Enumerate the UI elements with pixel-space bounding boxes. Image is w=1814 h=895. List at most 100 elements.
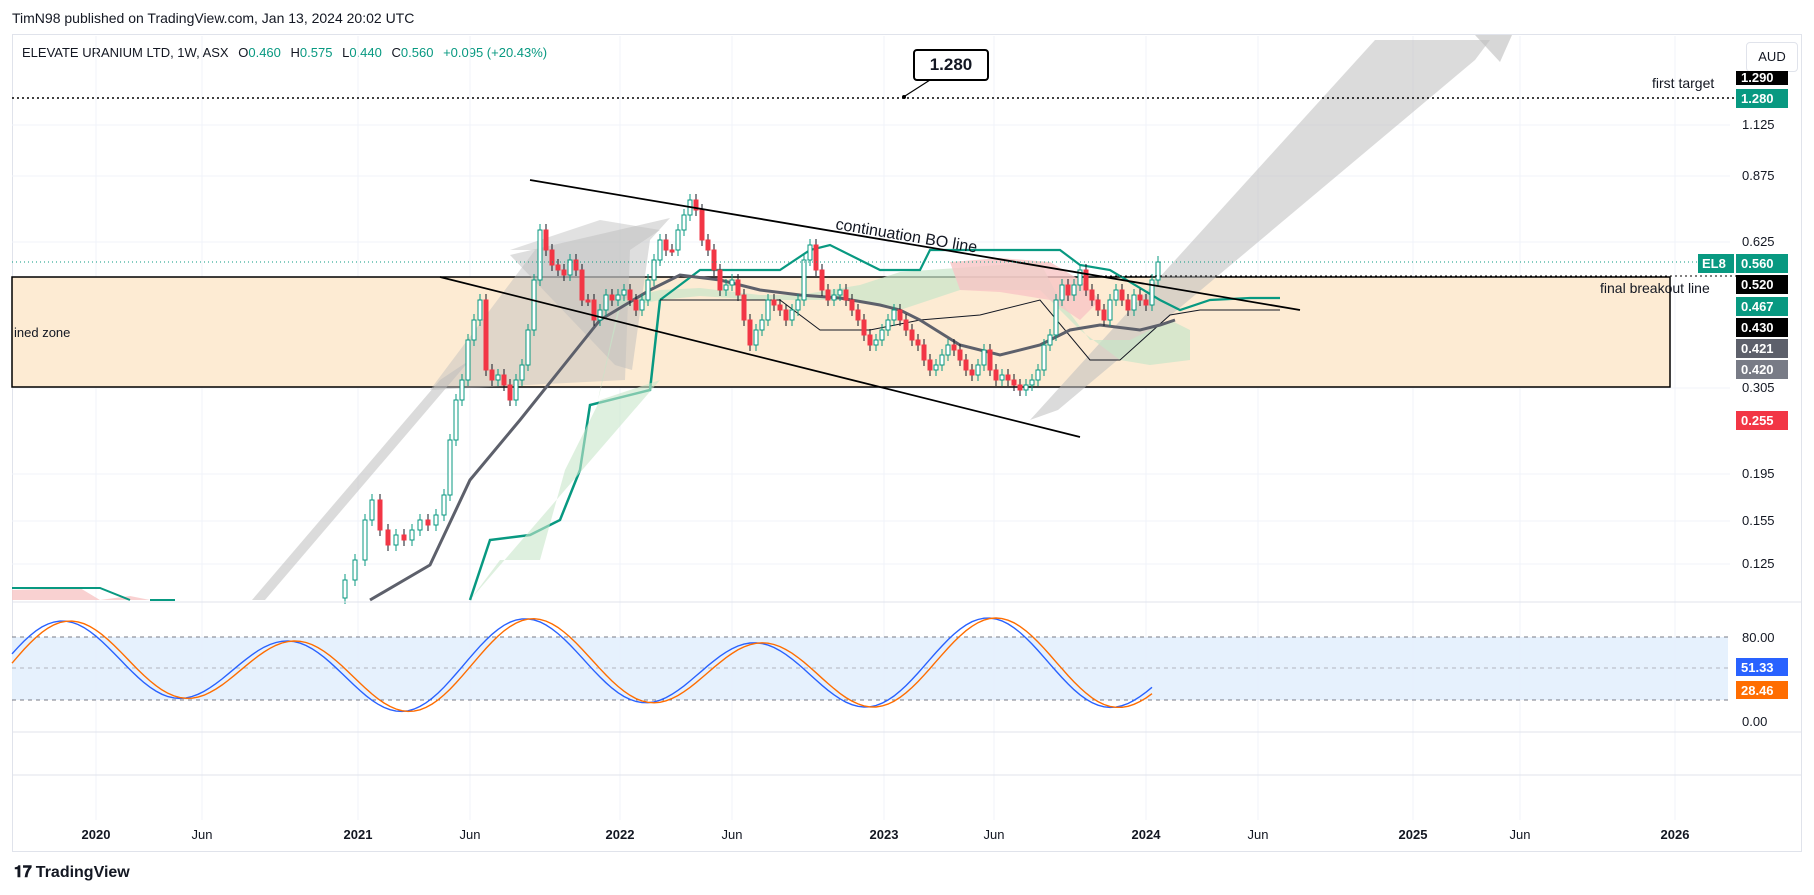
- y-tick-0155: 0.155: [1742, 513, 1775, 528]
- candle-body: [891, 309, 897, 321]
- continuation-bo-line: [529, 179, 1301, 311]
- first-target-label: first target: [1652, 75, 1714, 91]
- candle-body: [409, 529, 415, 541]
- candle-body: [975, 364, 981, 376]
- candle-body: [669, 249, 675, 253]
- x-tick-2020: 2020: [82, 827, 111, 842]
- candle-body: [753, 329, 759, 346]
- candle-body: [741, 294, 747, 321]
- candle-body: [951, 344, 957, 351]
- candle-body: [897, 309, 903, 321]
- candle-body: [915, 339, 921, 346]
- price-axis[interactable]: 1.125 0.875 0.625 0.305 0.195 0.155 0.12…: [1742, 117, 1775, 571]
- open-label: O: [238, 45, 249, 60]
- x-tick-2021: 2021: [344, 827, 373, 842]
- candle-body: [927, 359, 933, 371]
- candle-body: [675, 229, 681, 251]
- callout-box[interactable]: [913, 49, 989, 81]
- candle-body: [1149, 279, 1155, 306]
- x-tick-jun-2020: Jun: [192, 827, 213, 842]
- y-tick-0875: 0.875: [1742, 168, 1775, 183]
- candle-body: [477, 299, 483, 321]
- callout-pointer: [904, 79, 931, 97]
- candle-body: [555, 264, 561, 271]
- candle-body: [1029, 379, 1035, 386]
- y-tick-1125: 1.125: [1742, 117, 1775, 132]
- candle-body: [495, 374, 501, 381]
- tradingview-logo[interactable]: 𝟏𝟕 TradingView: [14, 864, 130, 882]
- candle-body: [1089, 289, 1095, 301]
- y-tick-0305: 0.305: [1742, 380, 1775, 395]
- price-label-0420: 0.420: [1741, 362, 1774, 377]
- stoch-k-line: [11, 617, 1153, 713]
- change-value: +0.095 (+20.43%): [443, 45, 548, 60]
- candle-body: [861, 319, 867, 336]
- ichimoku-span-a: [659, 243, 1280, 312]
- candle-body: [1131, 294, 1137, 311]
- candle-body: [663, 239, 669, 251]
- candle-body: [513, 379, 519, 401]
- candle-body: [447, 439, 453, 496]
- ichimoku-cloud-early: [470, 380, 660, 600]
- candle-body: [657, 239, 663, 261]
- projection-arrow-shaft-1: [252, 360, 470, 600]
- candle-body: [567, 259, 573, 276]
- candle-body: [362, 519, 368, 561]
- time-axis[interactable]: 2020 Jun 2021 Jun 2022 Jun 2023 Jun 2024…: [82, 827, 1690, 842]
- candle-body: [1005, 374, 1011, 381]
- candle-body: [759, 319, 765, 331]
- symbol-legend: ELEVATE URANIUM LTD, 1W, ASX O0.460 H0.5…: [22, 45, 547, 60]
- candle-body: [633, 299, 639, 311]
- candle-body: [651, 259, 657, 281]
- candle-body: [352, 559, 358, 581]
- candle-body: [639, 299, 645, 311]
- candle-body: [433, 514, 439, 526]
- candle-body: [585, 299, 591, 303]
- candle-body: [1017, 384, 1023, 391]
- stoch-k-label-box: [1736, 658, 1788, 676]
- candle-body: [945, 344, 951, 356]
- final-breakout-label: final breakout line: [1600, 280, 1710, 296]
- candle-body: [385, 529, 391, 546]
- candle-body: [1065, 284, 1071, 296]
- candle-body: [465, 339, 471, 381]
- projection-arrow-2: [1030, 40, 1490, 420]
- stoch-k-label: 51.33: [1741, 660, 1774, 675]
- candle-body: [342, 579, 348, 599]
- candle-body: [885, 319, 891, 331]
- candle-body: [603, 294, 609, 311]
- x-tick-2025: 2025: [1399, 827, 1428, 842]
- candle-body: [921, 344, 927, 361]
- candle-body: [933, 364, 939, 371]
- candle-body: [765, 299, 771, 321]
- close-label: C: [391, 45, 401, 60]
- high-label: H: [290, 45, 300, 60]
- candle-body: [459, 379, 465, 401]
- candle-body: [735, 279, 741, 296]
- price-label-0421: 0.421: [1741, 341, 1774, 356]
- ticker-tag: EL8: [1702, 256, 1726, 271]
- price-label-0560-box: [1736, 254, 1788, 273]
- candle-body: [573, 259, 579, 271]
- candle-body: [705, 239, 711, 251]
- candle-body: [401, 534, 407, 541]
- y-tick-0625: 0.625: [1742, 234, 1775, 249]
- candle-body: [1155, 261, 1161, 281]
- x-tick-2026: 2026: [1661, 827, 1690, 842]
- stoch-tick-80: 80.00: [1742, 630, 1775, 645]
- candle-body: [747, 319, 753, 346]
- candle-body: [591, 299, 597, 321]
- candle-body: [1035, 369, 1041, 381]
- candle-body: [453, 399, 459, 441]
- symbol-name: ELEVATE URANIUM LTD, 1W, ASX: [22, 45, 229, 60]
- ticker-tag-box: [1698, 254, 1734, 273]
- candle-body: [1023, 384, 1029, 391]
- candle-body: [939, 354, 945, 366]
- candle-body: [801, 259, 807, 301]
- candle-body: [717, 269, 723, 291]
- price-label-1280: 1.280: [1741, 91, 1774, 106]
- price-label-0420-box: [1736, 360, 1788, 379]
- candle-body: [645, 279, 651, 301]
- continuation-bo-label: continuation BO line: [834, 216, 978, 256]
